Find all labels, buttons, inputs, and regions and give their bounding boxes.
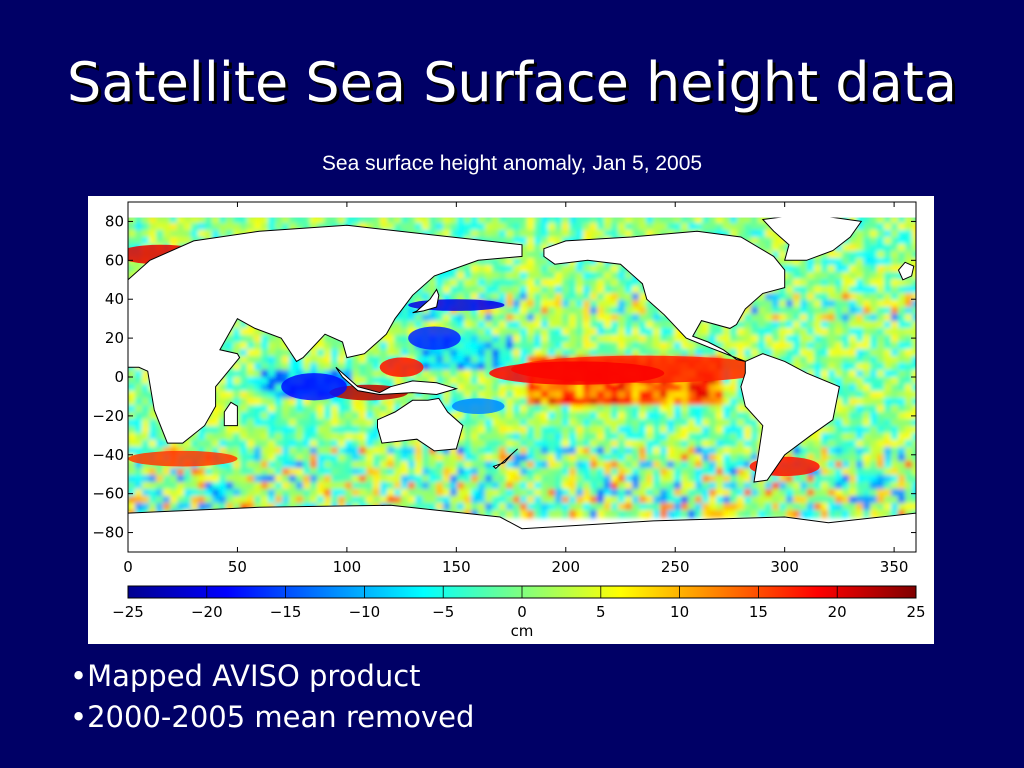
lon-tick-label: 100 — [333, 558, 362, 576]
lon-tick-label: 50 — [228, 558, 247, 576]
continent-outline — [543, 230, 786, 362]
bullet-item: •Mapped AVISO product — [70, 659, 421, 693]
map-plot-area — [128, 202, 916, 552]
colorbar-tick-label: −10 — [349, 603, 381, 621]
continent-outline — [740, 353, 840, 483]
colorbar-tick-label: −25 — [112, 603, 144, 621]
lat-tick-label: 40 — [105, 290, 124, 308]
anomaly-blob — [379, 357, 424, 377]
continent-outline — [492, 448, 518, 470]
lat-tick-label: 0 — [114, 368, 124, 386]
colorbar-tick-label: 10 — [670, 603, 689, 621]
colorbar-tick-label: 5 — [596, 603, 606, 621]
lon-tick-label: 0 — [123, 558, 133, 576]
anomaly-blob — [451, 398, 505, 414]
lon-tick-label: 350 — [880, 558, 909, 576]
bullet-list: •Mapped AVISO product •2000-2005 mean re… — [70, 656, 474, 738]
lon-tick-label: 200 — [551, 558, 580, 576]
anomaly-blob — [128, 450, 238, 467]
continent-outline — [128, 504, 916, 552]
lat-tick-label: −80 — [92, 524, 124, 542]
colorbar-tick-label: 25 — [906, 603, 925, 621]
lon-tick-label: 250 — [661, 558, 690, 576]
continent-outline — [128, 224, 523, 444]
continent-outline — [377, 397, 464, 452]
bullet-item: •2000-2005 mean removed — [70, 700, 475, 734]
colorbar-tick-label: 15 — [749, 603, 768, 621]
colorbar-tick-label: −5 — [432, 603, 454, 621]
colorbar-label: cm — [511, 622, 534, 640]
colorbar-tick-label: 20 — [828, 603, 847, 621]
lat-tick-label: 20 — [105, 329, 124, 347]
map-subtitle: Sea surface height anomaly, Jan 5, 2005 — [321, 152, 703, 175]
lat-tick-label: −40 — [92, 446, 124, 464]
continents — [128, 202, 916, 552]
continent-outline — [897, 261, 915, 281]
continent-outline — [223, 401, 238, 427]
colorbar-ticks: −25 −20 −15 −10 −5 0 5 10 15 20 25 — [112, 586, 926, 621]
figure-panel: 80 60 40 20 0 −20 −40 −60 −80 0 50 100 150 200 250 300… — [88, 196, 934, 644]
lat-tick-label: −20 — [92, 407, 124, 425]
latitude-ticks: 80 60 40 20 0 −20 −40 −60 −80 — [92, 212, 916, 542]
longitude-ticks: 0 50 100 150 200 250 300 350 — [123, 202, 908, 576]
anomaly-blob — [408, 326, 461, 350]
colorbar-tick-label: 0 — [517, 603, 527, 621]
lat-tick-label: 60 — [105, 251, 124, 269]
arctic-mask — [128, 202, 916, 218]
lon-tick-label: 150 — [442, 558, 471, 576]
anomaly-blob — [281, 373, 347, 401]
lat-tick-label: −60 — [92, 485, 124, 503]
anomaly-blob — [489, 361, 665, 385]
continent-outline — [335, 366, 459, 396]
lon-tick-label: 300 — [770, 558, 799, 576]
colorbar-tick-label: −15 — [270, 603, 302, 621]
continent-outline — [412, 288, 440, 314]
slide-title: Satellite Sea Surface height data — [67, 51, 957, 114]
lat-tick-label: 80 — [105, 212, 124, 230]
colorbar-tick-label: −20 — [191, 603, 223, 621]
